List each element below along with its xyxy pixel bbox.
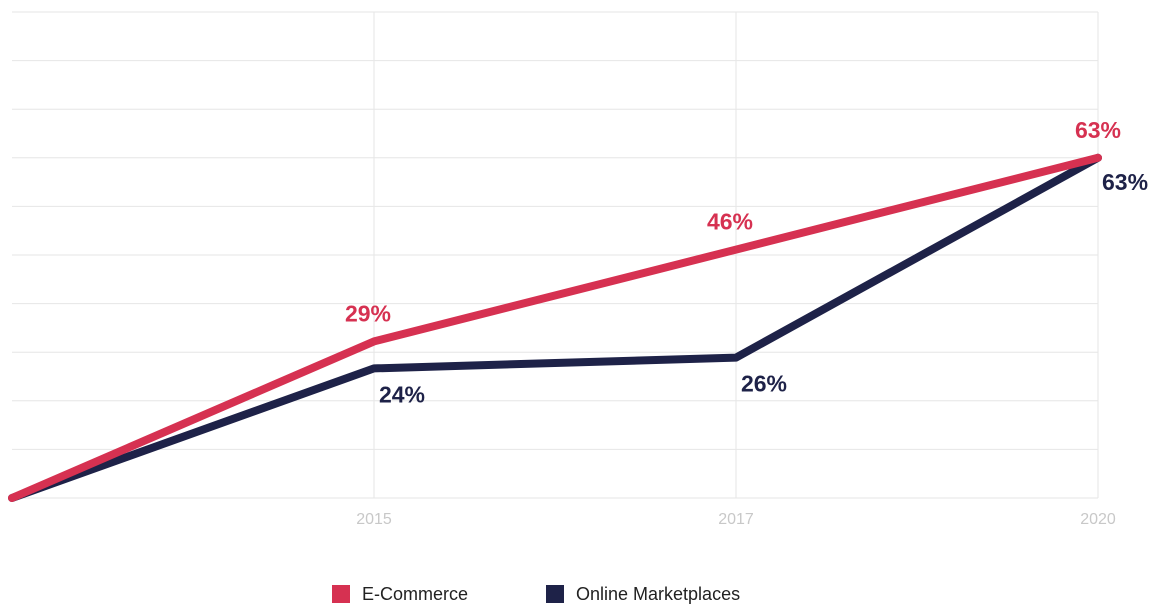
value-label: 29% — [345, 300, 391, 326]
value-label: 26% — [741, 371, 787, 397]
value-label: 63% — [1102, 169, 1148, 195]
value-label: 24% — [379, 381, 425, 407]
value-label: 63% — [1075, 117, 1121, 143]
x-tick-label: 2020 — [1080, 511, 1116, 528]
line-1 — [8, 153, 1102, 502]
x-tick-label: 2017 — [718, 511, 754, 528]
legend-swatch — [332, 585, 350, 603]
legend-label: Online Marketplaces — [576, 584, 740, 604]
line-0 — [8, 153, 1102, 502]
legend-swatch — [546, 585, 564, 603]
x-tick-label: 2015 — [356, 511, 392, 528]
value-label: 46% — [707, 209, 753, 235]
legend-label: E-Commerce — [362, 584, 468, 604]
